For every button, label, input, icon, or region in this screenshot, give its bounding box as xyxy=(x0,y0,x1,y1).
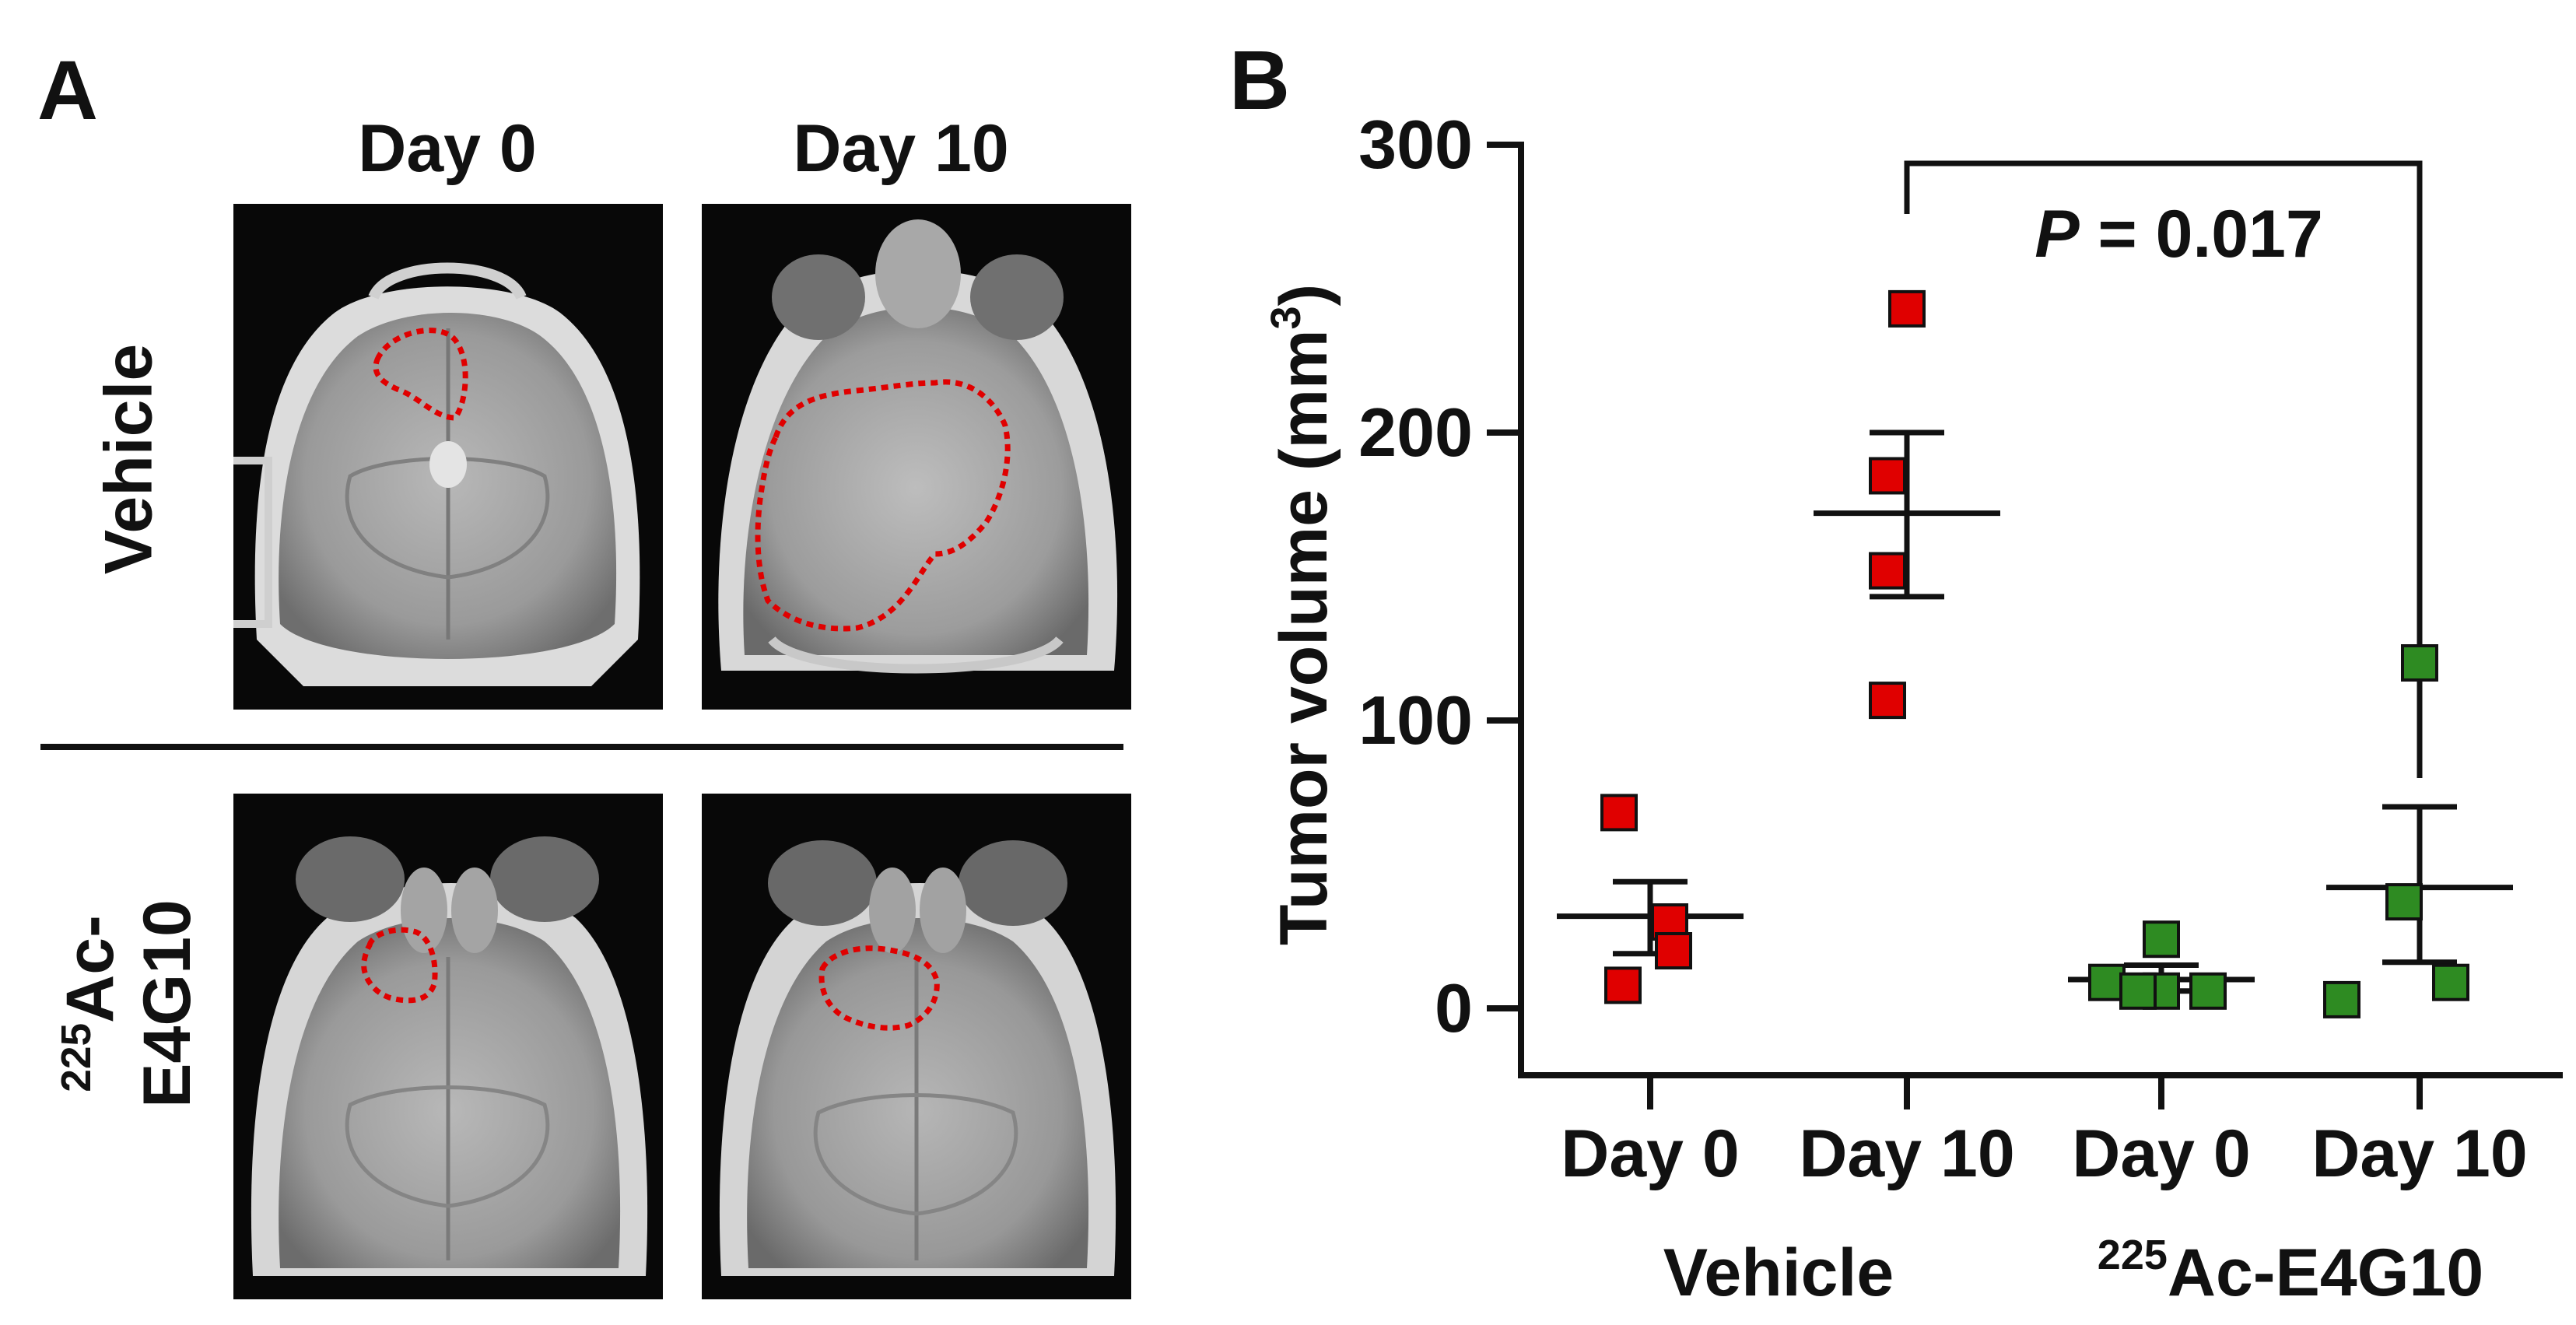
data-point xyxy=(2385,883,2423,921)
significance-bracket: P = 0.017 xyxy=(1904,160,2423,778)
x-tick-label: Day 0 xyxy=(1561,1116,1740,1191)
tumor-outline xyxy=(755,379,1011,632)
column-label-day0: Day 0 xyxy=(358,111,537,186)
axis-labels: Day 0 Day 10 Day 0 Day 10 Vehicle 225Ac-E4G10 xyxy=(1561,1116,2527,1310)
p-value-label: P = 0.017 xyxy=(2035,197,2323,272)
data-point xyxy=(2189,972,2227,1010)
x-tick-label: Day 0 xyxy=(2072,1116,2251,1191)
data-point xyxy=(2088,963,2126,1001)
y-axis-title: Tumor volume (mm3) xyxy=(1263,284,1341,945)
data-point xyxy=(2143,920,2180,959)
data-point xyxy=(1888,289,1926,328)
data-point xyxy=(1655,932,1692,969)
data-points xyxy=(1600,289,2469,1018)
panel-a-letter: A xyxy=(37,43,98,137)
group-label-vehicle: Vehicle xyxy=(1663,1236,1894,1310)
data-point xyxy=(2432,963,2469,1001)
data-point xyxy=(2119,972,2157,1010)
group-label-225ac-e4g10: 225Ac-E4G10 xyxy=(2098,1232,2483,1310)
tumor-outline xyxy=(373,328,468,421)
data-point xyxy=(2401,644,2438,682)
mri-vehicle-day0 xyxy=(233,204,663,710)
bracket-line xyxy=(1904,160,2423,778)
mri-225ac-e4g10-day10 xyxy=(702,794,1131,1299)
data-point xyxy=(1869,552,1906,590)
data-point xyxy=(1869,457,1906,495)
error-bars xyxy=(1557,429,2513,994)
data-point xyxy=(1604,966,1642,1004)
panel-b-letter: B xyxy=(1229,33,1290,127)
row-divider xyxy=(40,744,1123,750)
x-tick-label: Day 10 xyxy=(2311,1116,2527,1191)
data-point xyxy=(1869,682,1906,720)
y-tick-label: 100 xyxy=(1358,682,1473,759)
mri-225ac-e4g10-day0 xyxy=(233,794,663,1299)
y-tick-label: 0 xyxy=(1435,969,1473,1046)
x-tick-label: Day 10 xyxy=(1799,1116,2014,1191)
chart-axes: 0 100 200 300 Tumor volume (mm3) xyxy=(1263,106,2563,1109)
y-tick-label: 300 xyxy=(1358,106,1473,183)
column-label-day10: Day 10 xyxy=(793,111,1009,186)
data-point xyxy=(2323,980,2360,1018)
mri-vehicle-day10 xyxy=(702,204,1131,710)
y-tick-label: 200 xyxy=(1358,394,1473,471)
data-point xyxy=(1600,794,1638,832)
